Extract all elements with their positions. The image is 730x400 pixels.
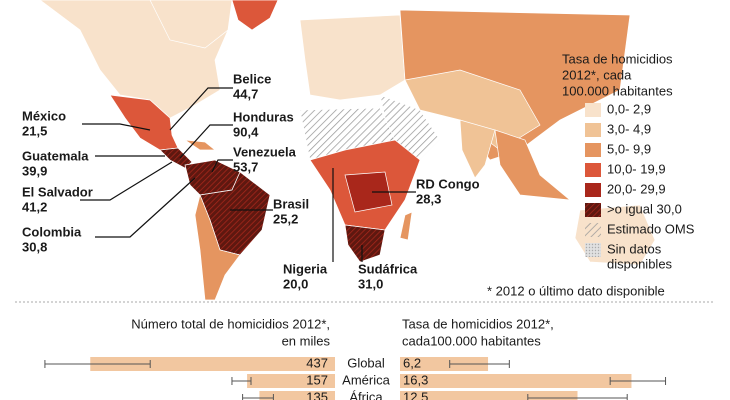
leader-line xyxy=(169,87,233,131)
callout-value: 44,7 xyxy=(233,86,258,101)
value-label: 6,2 xyxy=(403,355,421,370)
value-label: 157 xyxy=(306,372,328,387)
callout-name: Belice xyxy=(233,71,271,86)
leader-line xyxy=(80,161,173,201)
legend-swatch xyxy=(585,163,601,177)
bar xyxy=(90,357,335,371)
canada-east xyxy=(149,0,233,49)
callout-value: 28,3 xyxy=(416,191,441,206)
callout-value: 53,7 xyxy=(233,159,258,174)
callout-value: 30,8 xyxy=(22,239,47,254)
legend-swatch xyxy=(585,143,601,157)
chart-title: Tasa de homicidios 2012*, xyxy=(402,316,554,331)
legend-title: 100.000 habitantes xyxy=(562,83,673,98)
south-america-south xyxy=(194,193,241,301)
caribbean xyxy=(184,139,216,151)
leader-line xyxy=(82,123,151,131)
greenland xyxy=(231,0,279,31)
callout-value: 25,2 xyxy=(273,211,298,226)
legend-label: Estimado OMS xyxy=(607,221,695,236)
callout-name: Colombia xyxy=(22,224,82,239)
legend-label: 20,0- 29,9 xyxy=(607,181,666,196)
chart-title: cada100.000 habitantes xyxy=(402,333,541,348)
callout-name: El Salvador xyxy=(22,184,93,199)
callout-name: RD Congo xyxy=(416,176,480,191)
europe xyxy=(299,14,406,101)
legend-title: 2012*, cada xyxy=(562,67,632,82)
callout-name: Venezuela xyxy=(233,144,297,159)
congo xyxy=(344,171,393,213)
legend-label: >o igual 30,0 xyxy=(607,201,682,216)
world-map xyxy=(39,0,656,301)
category-label: Global xyxy=(347,355,385,370)
value-label: 12,5 xyxy=(403,389,428,400)
central-asia xyxy=(404,69,541,151)
legend-title: Tasa de homicidios xyxy=(562,51,673,66)
legend-label: 3,0- 4,9 xyxy=(607,121,651,136)
legend-swatch xyxy=(585,103,601,117)
legend-label: 5,0- 9,9 xyxy=(607,141,651,156)
callout-value: 20,0 xyxy=(283,276,308,291)
callout-name: Nigeria xyxy=(283,261,328,276)
category-label: África xyxy=(349,389,383,400)
callout-value: 39,9 xyxy=(22,163,47,178)
chart-title: en miles xyxy=(282,333,331,348)
callout-name: Brasil xyxy=(273,196,309,211)
bar xyxy=(400,391,578,400)
leader-line xyxy=(179,124,233,159)
legend-label: 0,0- 2,9 xyxy=(607,101,651,116)
callout-name: México xyxy=(22,108,66,123)
bar xyxy=(247,374,335,388)
value-label: 16,3 xyxy=(403,372,428,387)
category-label: América xyxy=(342,372,390,387)
legend-swatch xyxy=(585,183,601,197)
callout-value: 21,5 xyxy=(22,123,47,138)
callout-value: 90,4 xyxy=(233,124,259,139)
callout-name: Honduras xyxy=(233,109,294,124)
bar xyxy=(400,374,632,388)
bar-charts: Global América África Número total de homic… xyxy=(44,316,667,400)
legend-swatch xyxy=(585,123,601,137)
legend-label: Sin datos xyxy=(607,241,662,256)
value-label: 437 xyxy=(306,355,328,370)
value-label: 135 xyxy=(306,389,328,400)
legend-swatch xyxy=(585,223,601,237)
bar xyxy=(259,391,335,400)
legend-label: disponibles xyxy=(607,256,673,271)
footnote: * 2012 o último dato disponible xyxy=(487,283,665,298)
leader-line xyxy=(211,159,233,173)
callout-name: Sudáfrica xyxy=(358,261,418,276)
callout-value: 41,2 xyxy=(22,199,47,214)
bar xyxy=(400,357,489,371)
southern-africa xyxy=(344,224,386,263)
legend-label: 10,0- 19,9 xyxy=(607,161,666,176)
callout-name: Guatemala xyxy=(22,148,89,163)
legend-swatch xyxy=(585,243,601,257)
callout-value: 31,0 xyxy=(358,276,383,291)
legend-swatch xyxy=(585,203,601,217)
southeast-asia xyxy=(494,129,572,201)
india xyxy=(459,119,496,179)
chart-title: Número total de homicidios 2012*, xyxy=(131,316,330,331)
leader-line xyxy=(95,177,196,238)
madagascar xyxy=(399,211,413,241)
